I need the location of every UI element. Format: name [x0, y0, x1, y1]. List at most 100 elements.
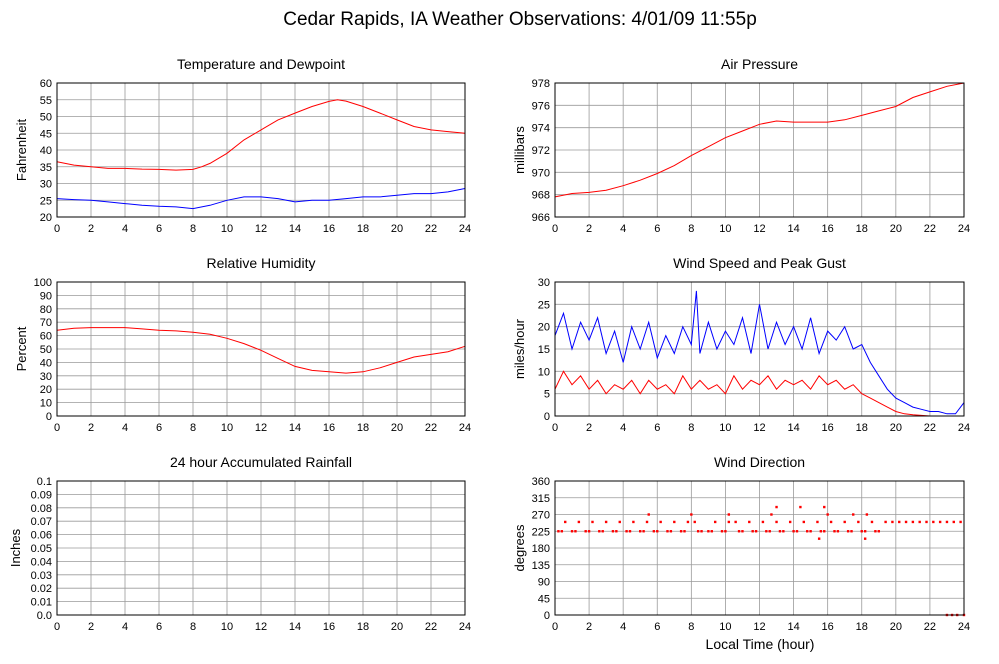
data-point	[823, 505, 826, 509]
data-point	[925, 520, 928, 524]
x-tick-label: 22	[924, 621, 936, 633]
x-tick-label: 14	[787, 223, 799, 235]
y-tick-label: 270	[532, 510, 550, 522]
x-tick-label: 2	[586, 422, 592, 434]
y-tick-label: 60	[40, 78, 52, 90]
x-tick-label: 22	[425, 223, 437, 235]
y-tick-label: 974	[532, 123, 550, 135]
data-point	[768, 530, 771, 533]
x-tick-label: 14	[787, 422, 799, 434]
data-point	[700, 530, 703, 533]
x-tick-label: 4	[620, 223, 626, 235]
data-point	[696, 530, 700, 533]
x-tick-label: 14	[787, 621, 799, 633]
data-point	[836, 530, 840, 533]
data-point	[770, 513, 773, 516]
data-point	[918, 520, 921, 524]
data-point	[673, 520, 676, 524]
wind-series-0-line	[554, 290, 965, 415]
data-point	[817, 537, 821, 540]
data-point	[720, 530, 724, 533]
x-tick-label: 18	[357, 621, 369, 633]
x-tick-label: 8	[190, 422, 196, 434]
direction-plot-frame	[554, 480, 965, 616]
x-tick-label: 10	[221, 223, 233, 235]
rain-y-axis-label: Inches	[8, 528, 23, 567]
pressure-y-axis-label: millibars	[512, 126, 527, 174]
y-tick-label: 135	[532, 560, 550, 572]
x-tick-label: 24	[459, 223, 471, 235]
pressure-series-0-line	[554, 82, 965, 198]
y-tick-label: 970	[532, 167, 550, 179]
x-tick-label: 20	[890, 621, 902, 633]
data-point	[611, 530, 615, 533]
data-point	[669, 530, 673, 533]
data-point	[724, 530, 727, 533]
humidity-series-0-line	[56, 327, 466, 374]
y-tick-label: 20	[40, 384, 52, 396]
x-tick-label: 24	[958, 422, 970, 434]
y-tick-label: 0.04	[31, 556, 52, 568]
data-point	[560, 530, 564, 533]
x-tick-label: 22	[924, 422, 936, 434]
x-tick-label: 0	[54, 223, 60, 235]
data-point	[874, 530, 877, 533]
x-tick-label: 4	[620, 621, 626, 633]
data-point	[693, 520, 696, 524]
data-point	[587, 530, 591, 533]
data-point	[802, 520, 806, 524]
data-point	[891, 520, 894, 524]
y-tick-label: 0	[544, 411, 550, 423]
y-tick-label: 20	[538, 322, 550, 334]
direction-title: Wind Direction	[714, 454, 805, 470]
pressure-plot-frame	[554, 82, 965, 218]
y-tick-label: 0.07	[31, 516, 52, 528]
data-point	[778, 530, 782, 533]
y-tick-label: 10	[40, 398, 52, 410]
x-tick-label: 0	[54, 422, 60, 434]
data-point	[577, 520, 581, 524]
y-tick-label: 180	[532, 543, 550, 555]
y-tick-label: 315	[532, 493, 550, 505]
x-tick-label: 0	[552, 621, 558, 633]
x-tick-label: 20	[391, 621, 403, 633]
x-tick-label: 18	[357, 223, 369, 235]
x-tick-label: 12	[255, 223, 267, 235]
x-tick-label: 10	[221, 621, 233, 633]
rain-plot-frame	[56, 480, 466, 616]
data-point	[557, 530, 560, 533]
y-tick-label: 0.02	[31, 583, 52, 595]
x-tick-label: 16	[323, 621, 335, 633]
wind-series-1-line	[554, 370, 964, 417]
x-tick-label: 12	[753, 223, 765, 235]
data-point	[806, 530, 809, 533]
x-tick-label: 4	[122, 621, 128, 633]
x-tick-label: 4	[620, 422, 626, 434]
y-tick-label: 966	[532, 212, 550, 224]
data-point	[938, 520, 942, 524]
x-tick-label: 12	[255, 422, 267, 434]
x-tick-label: 10	[719, 621, 731, 633]
wind-title: Wind Speed and Peak Gust	[673, 255, 846, 271]
x-tick-label: 18	[856, 621, 868, 633]
y-tick-label: 45	[40, 128, 52, 140]
y-tick-label: 35	[40, 162, 52, 174]
data-point	[819, 530, 823, 533]
x-tick-label: 4	[122, 223, 128, 235]
x-tick-label: 10	[719, 422, 731, 434]
x-tick-label: 12	[753, 621, 765, 633]
temp-series-1-line	[56, 188, 466, 210]
y-tick-label: 80	[40, 304, 52, 316]
y-tick-label: 10	[538, 366, 550, 378]
y-tick-label: 60	[40, 331, 52, 343]
x-tick-label: 10	[719, 223, 731, 235]
x-tick-label: 18	[856, 422, 868, 434]
data-point	[833, 530, 836, 533]
x-tick-label: 2	[586, 223, 592, 235]
x-tick-label: 6	[654, 422, 660, 434]
data-point	[639, 530, 642, 533]
y-tick-label: 976	[532, 100, 550, 112]
x-tick-label: 6	[156, 422, 162, 434]
